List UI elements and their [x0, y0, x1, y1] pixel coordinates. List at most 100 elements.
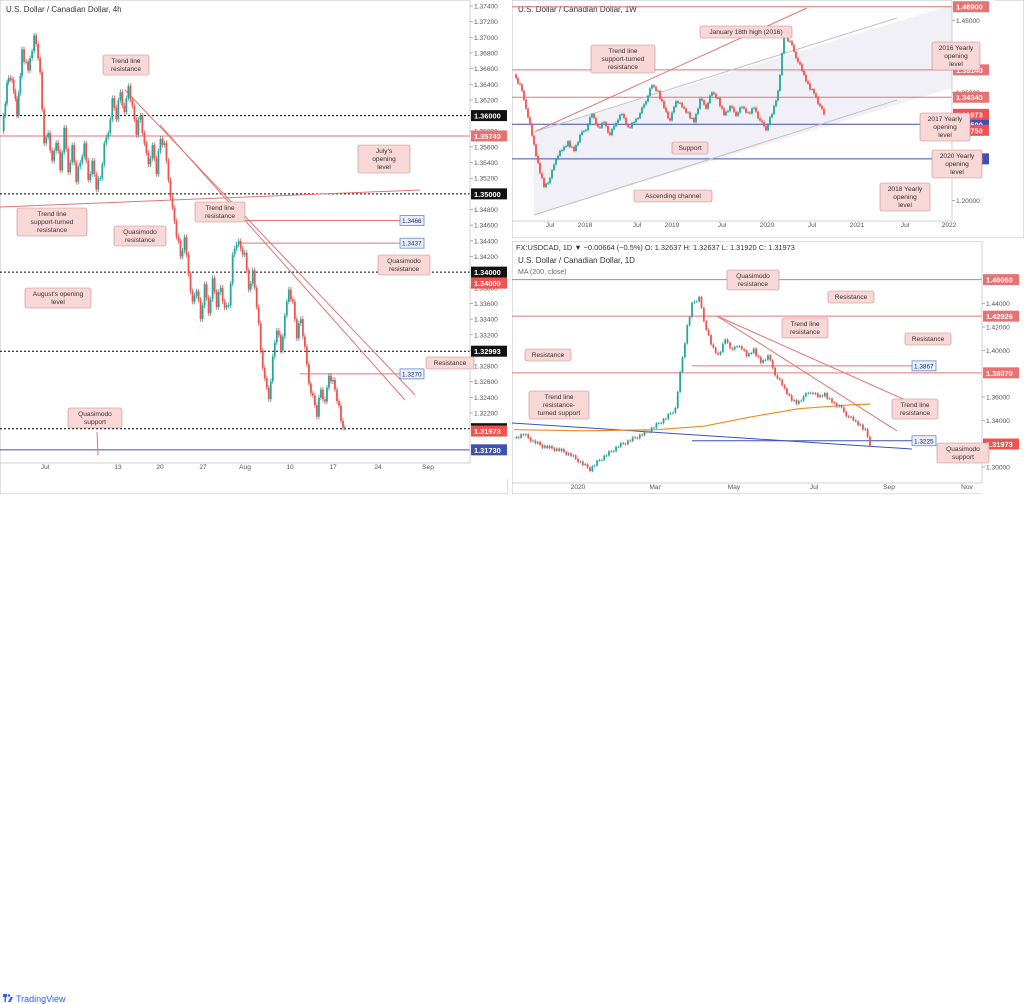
trendline-resistance-upper[interactable]	[716, 315, 913, 404]
candle-body[interactable]	[721, 343, 724, 353]
candle-body[interactable]	[601, 122, 603, 128]
candle-body[interactable]	[565, 146, 567, 147]
candle-body[interactable]	[589, 467, 591, 472]
candle-body[interactable]	[332, 379, 334, 382]
candle-body[interactable]	[37, 44, 40, 59]
price-axis[interactable]	[470, 0, 508, 479]
candle-body[interactable]	[828, 398, 831, 400]
candle-body[interactable]	[515, 74, 517, 79]
candle-body[interactable]	[185, 237, 188, 255]
candle-body[interactable]	[570, 453, 572, 457]
candle-body[interactable]	[193, 295, 196, 302]
candle-body[interactable]	[219, 287, 222, 292]
candle-body[interactable]	[163, 143, 166, 145]
candle-body[interactable]	[621, 114, 623, 115]
candle-body[interactable]	[679, 371, 682, 393]
candle-body[interactable]	[641, 107, 643, 114]
candle-body[interactable]	[781, 53, 783, 75]
candle-body[interactable]	[572, 455, 575, 457]
candle-body[interactable]	[271, 356, 274, 382]
candle-body[interactable]	[790, 395, 793, 401]
candle-body[interactable]	[287, 289, 290, 302]
candle-body[interactable]	[527, 108, 529, 118]
candle-body[interactable]	[809, 392, 812, 394]
candle-body[interactable]	[143, 133, 146, 144]
candle-body[interactable]	[267, 387, 270, 400]
candle-body[interactable]	[643, 104, 645, 108]
candle-body[interactable]	[517, 436, 520, 438]
candle-body[interactable]	[710, 335, 712, 345]
candle-body[interactable]	[738, 346, 741, 347]
candle-body[interactable]	[559, 150, 561, 156]
candle-body[interactable]	[627, 124, 629, 127]
candle-body[interactable]	[320, 389, 322, 398]
candle-body[interactable]	[638, 434, 641, 439]
candle-body[interactable]	[524, 434, 527, 436]
candle-body[interactable]	[29, 58, 31, 71]
candle-body[interactable]	[795, 400, 798, 404]
candle-body[interactable]	[593, 465, 596, 467]
candle-body[interactable]	[101, 164, 104, 179]
candle-body[interactable]	[137, 119, 140, 135]
candle-body[interactable]	[609, 132, 611, 135]
candle-body[interactable]	[213, 278, 216, 292]
candle-body[interactable]	[233, 248, 236, 255]
candle-body[interactable]	[701, 98, 703, 101]
candle-body[interactable]	[681, 102, 683, 107]
candle-body[interactable]	[735, 111, 737, 116]
candle-body[interactable]	[647, 95, 649, 102]
candle-body[interactable]	[563, 146, 565, 151]
candle-body[interactable]	[539, 162, 541, 174]
candle-body[interactable]	[269, 381, 272, 400]
candle-body[interactable]	[515, 436, 518, 438]
candle-body[interactable]	[667, 413, 670, 419]
candle-body[interactable]	[813, 89, 815, 94]
candle-body[interactable]	[548, 446, 551, 449]
candle-body[interactable]	[189, 273, 192, 292]
chart-1d[interactable]: FX:USDCAD, 1D ▼ −0.00664 (−0.5%) O: 1.32…	[511, 240, 1024, 499]
candle-body[interactable]	[805, 393, 807, 397]
candle-body[interactable]	[767, 124, 769, 131]
candle-body[interactable]	[595, 118, 597, 125]
channel-upper[interactable]	[533, 17, 898, 133]
candle-body[interactable]	[653, 427, 655, 429]
candle-body[interactable]	[342, 420, 344, 428]
candle-body[interactable]	[529, 437, 532, 442]
candle-body[interactable]	[520, 434, 523, 438]
candle-body[interactable]	[686, 325, 689, 344]
candle-body[interactable]	[821, 395, 824, 397]
candle-body[interactable]	[635, 118, 637, 123]
candle-body[interactable]	[16, 98, 18, 116]
candle-body[interactable]	[221, 287, 224, 302]
candle-body[interactable]	[814, 393, 817, 395]
candle-body[interactable]	[593, 114, 595, 119]
candle-body[interactable]	[623, 114, 625, 119]
candle-body[interactable]	[157, 151, 160, 175]
candle-body[interactable]	[565, 451, 568, 455]
candle-body[interactable]	[521, 84, 523, 91]
candle-body[interactable]	[71, 145, 74, 163]
candle-body[interactable]	[281, 336, 284, 351]
candle-body[interactable]	[683, 106, 685, 109]
candle-body[interactable]	[560, 448, 563, 451]
candle-body[interactable]	[25, 61, 27, 63]
candle-body[interactable]	[861, 424, 864, 430]
candle-body[interactable]	[664, 418, 667, 420]
candle-body[interactable]	[7, 78, 10, 83]
candle-body[interactable]	[610, 451, 613, 453]
candle-body[interactable]	[826, 392, 829, 399]
candle-body[interactable]	[705, 321, 708, 330]
candle-body[interactable]	[517, 78, 519, 84]
candle-body[interactable]	[197, 291, 200, 300]
candle-body[interactable]	[336, 389, 338, 402]
candle-body[interactable]	[659, 90, 661, 99]
candle-body[interactable]	[815, 93, 817, 98]
candle-body[interactable]	[655, 423, 658, 428]
candle-body[interactable]	[237, 241, 240, 245]
candle-body[interactable]	[35, 35, 37, 45]
candle-body[interactable]	[740, 346, 743, 350]
candle-body[interactable]	[646, 431, 648, 433]
candle-body[interactable]	[131, 99, 134, 106]
candle-body[interactable]	[723, 108, 725, 115]
candle-body[interactable]	[117, 100, 120, 120]
